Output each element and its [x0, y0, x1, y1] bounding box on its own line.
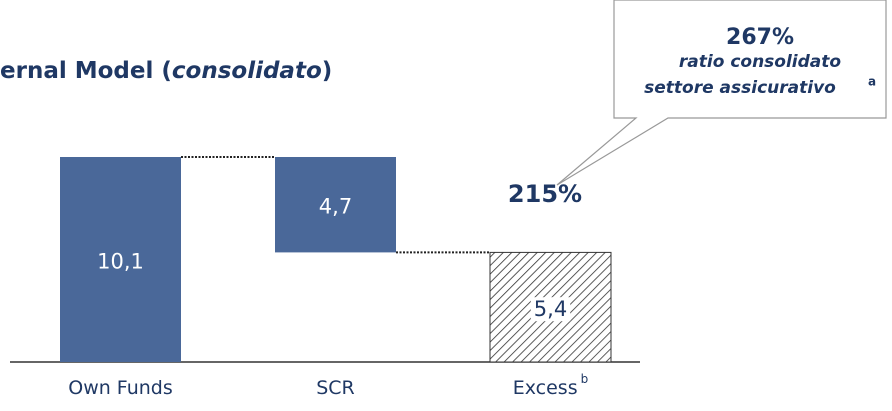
title-part: ernal Model ( — [0, 58, 172, 84]
value-label: 5,4 — [534, 297, 567, 321]
category-name: SCR — [316, 377, 355, 399]
x-tick-label: SCR — [316, 377, 355, 399]
value-label: 4,7 — [319, 195, 352, 219]
value-label-bg — [530, 297, 571, 322]
value-label: 10,1 — [97, 250, 144, 274]
category-name: Own Funds — [68, 377, 173, 399]
bar — [60, 157, 181, 362]
callout-value: 267% — [726, 25, 794, 50]
ratio-label: 215% — [508, 180, 582, 208]
category-note: b — [581, 372, 589, 386]
title-part: consolidato — [172, 58, 322, 84]
callout-line: settore assicurativo — [644, 78, 836, 98]
x-tick-label: Excess b — [513, 372, 588, 399]
callout-note: a — [868, 75, 876, 89]
callout-box — [556, 0, 887, 186]
category-name: Excess — [513, 377, 578, 399]
chart-title: ernal Model (consolidato) — [0, 58, 332, 84]
bar — [275, 157, 396, 253]
callout-line: ratio consolidato — [679, 52, 841, 72]
x-tick-label: Own Funds — [68, 377, 173, 399]
title-part: ) — [322, 58, 333, 84]
